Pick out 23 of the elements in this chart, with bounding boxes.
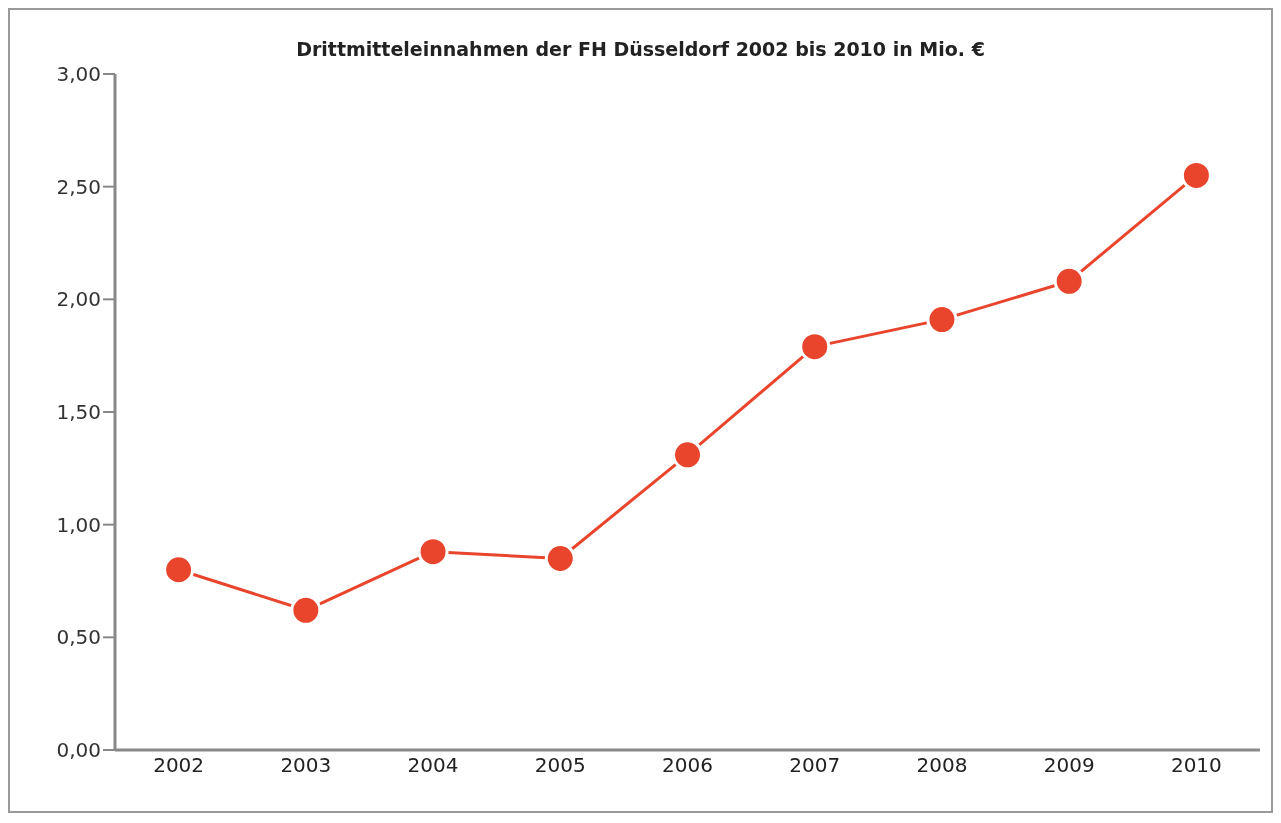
y-tick-label: 0,00: [56, 738, 101, 763]
y-tick-label: 3,00: [56, 62, 101, 87]
chart-title: Drittmitteleinnahmen der FH Düsseldorf 2002 bis 2010 in Mio. €: [295, 37, 986, 60]
x-tick-label: 2002: [153, 753, 205, 778]
x-tick-label: 2004: [407, 753, 459, 778]
x-tick-label: 2003: [280, 753, 332, 778]
point: [163, 554, 195, 586]
x-tick-label: 2009: [1043, 753, 1095, 778]
x-tick-label: 2007: [789, 753, 841, 778]
y-tick-label: 0,50: [56, 625, 101, 650]
y-tick-label: 1,50: [56, 400, 101, 425]
point: [290, 594, 322, 626]
y-tick-label: 2,50: [56, 174, 101, 199]
x-tick-label: 2010: [1170, 753, 1222, 778]
point: [799, 331, 831, 363]
point: [417, 536, 449, 568]
y-tick-label: 2,00: [56, 287, 101, 312]
x-tick-label: 2005: [534, 753, 586, 778]
x-tick-label: 2008: [916, 753, 968, 778]
x-tick-label: 2006: [662, 753, 713, 778]
y-tick-label: 1,00: [56, 512, 101, 537]
point: [672, 439, 703, 471]
point: [1053, 265, 1085, 297]
